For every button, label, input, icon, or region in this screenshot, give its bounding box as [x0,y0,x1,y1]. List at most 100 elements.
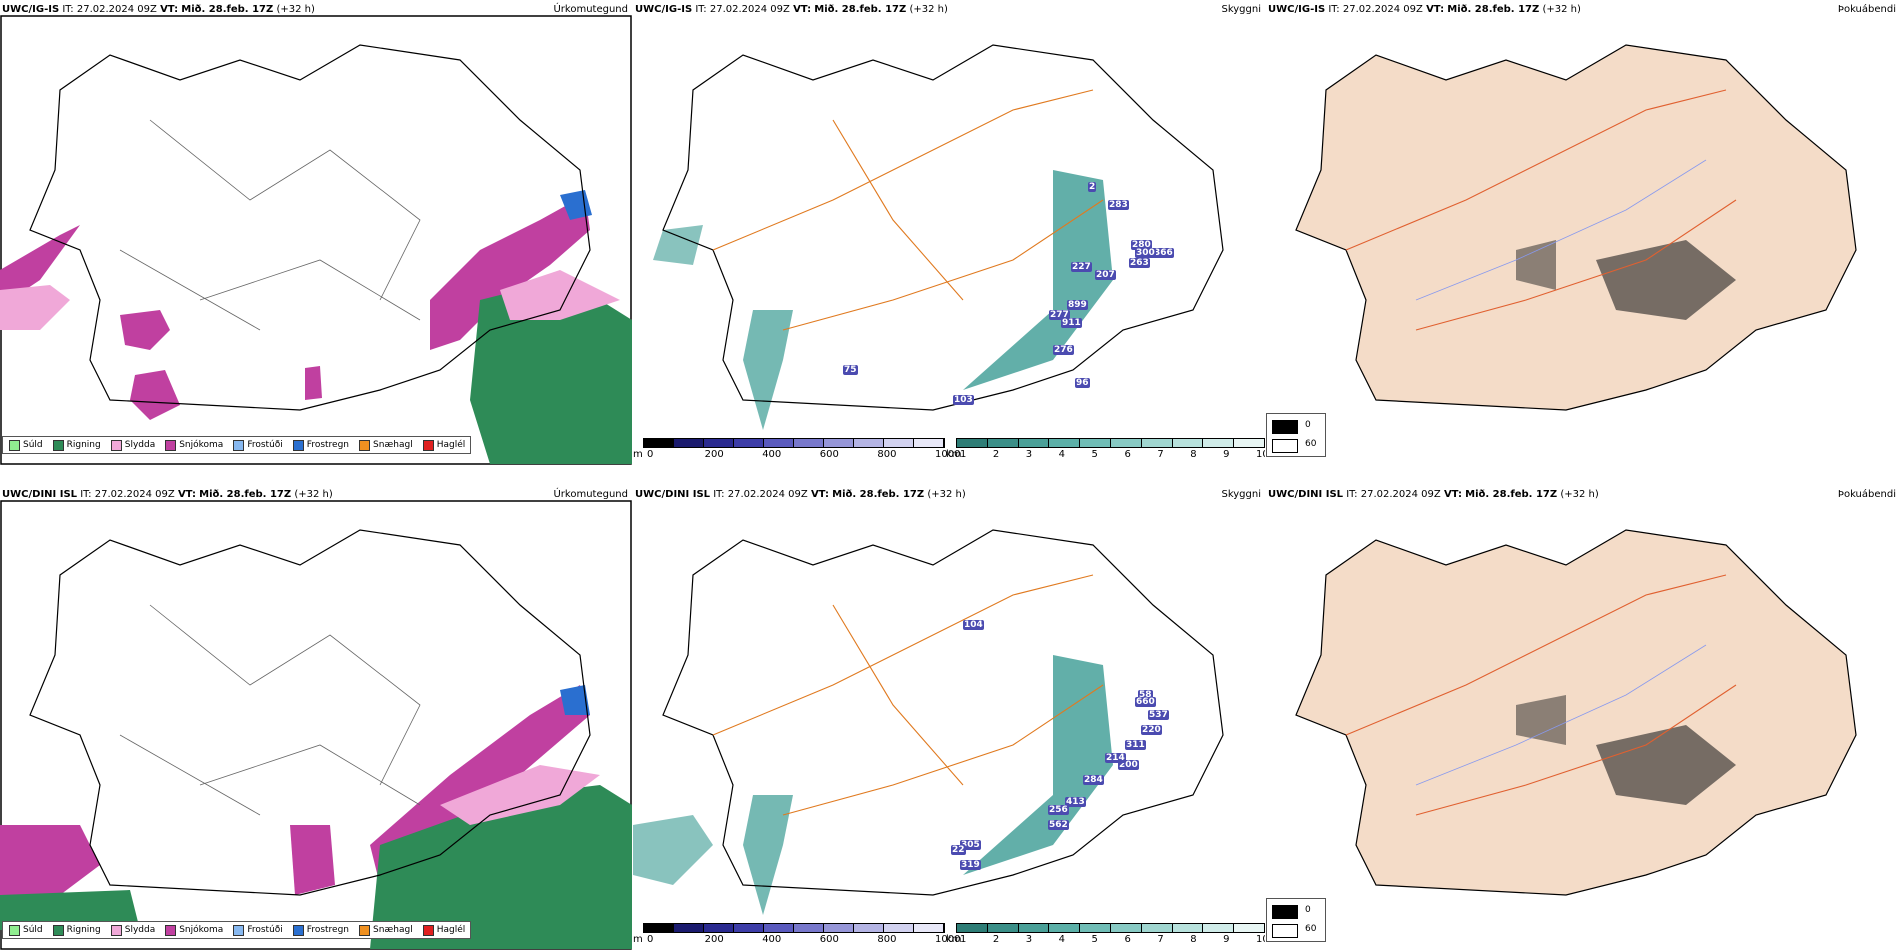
vis-colorbar-m-row2: m 0 200 400 600 800 1000 [633,923,960,949]
vis-value-label: 220 [1141,725,1162,735]
precip-map-row1 [0,15,632,465]
precip-legend-item: Snjókoma [165,439,223,451]
colorbar-tick: 5 [1091,934,1098,945]
precip-legend-item: Súld [9,924,43,936]
colorbar-tick: 5 [1091,449,1098,460]
precip-legend-item: Rigning [52,439,101,451]
vis-value-label: 311 [1125,740,1146,750]
colorbar-tick: 7 [1157,934,1164,945]
vis-value-label: 22 [951,845,966,855]
precip-legend-item: Slydda [110,924,156,936]
colorbar-unit: m [633,449,643,460]
precip-legend-swatch [233,924,245,936]
precip-legend-label: Rigning [66,925,101,935]
precip-title-row1: Úrkomutegund [553,4,628,15]
colorbar-tick: 2 [992,449,1000,460]
vis-value-label: 366 [1153,248,1174,258]
colorbar-tick: 7 [1157,449,1164,460]
precip-legend-item: Slydda [110,439,156,451]
precip-legend-label: Slydda [124,440,156,450]
precip-legend-swatch [9,924,20,936]
precip-legend-swatch [233,439,245,451]
precip-legend-label: Súld [23,440,43,450]
precip-legend-label: Slydda [124,925,156,935]
vis-value-label: 104 [963,620,984,630]
vis-colorbar-km-row1: km1 2 3 4 5 6 7 8 9 10 [946,438,1265,464]
precip-legend-swatch [359,439,371,451]
precip-legend-swatch [359,924,371,936]
colorbar-tick: 6 [1124,449,1131,460]
precip-legend-swatch [9,439,20,451]
vis-panel-row2: UWC/DINI ISL IT: 27.02.2024 09Z VT: Mið.… [633,485,1265,950]
precip-title-row2: Úrkomutegund [553,489,628,500]
colorbar-tick: 200 [704,934,724,945]
header-row2-vis: UWC/DINI ISL IT: 27.02.2024 09Z VT: Mið.… [635,489,966,500]
colorbar-strip [643,923,945,933]
precip-legend-item: Frostúði [233,924,283,936]
precip-legend-item: Frostregn [292,924,350,936]
vis-value-label: 96 [1075,378,1090,388]
header-row2-fog: UWC/DINI ISL IT: 27.02.2024 09Z VT: Mið.… [1268,489,1599,500]
fog-legend-label-0: 0 [1305,905,1311,915]
fog-panel-row1: UWC/IG-IS IT: 27.02.2024 09Z VT: Mið. 28… [1266,0,1900,465]
precip-legend-item: Frostúði [233,439,283,451]
vis-value-label: 227 [1071,262,1092,272]
precip-legend-label: Frostúði [247,925,283,935]
fog-legend-label-60: 60 [1305,924,1317,934]
precip-legend-label: Haglél [436,440,466,450]
colorbar-tick: 0 [647,449,654,460]
colorbar-strip [956,438,1265,448]
fog-legend-label-0: 0 [1305,420,1311,430]
vis-value-label: 280 [1131,240,1152,250]
precip-legend-swatch [110,924,122,936]
vis-value-label: 413 [1065,797,1086,807]
precip-legend-swatch [422,439,434,451]
vis-value-label: 562 [1048,820,1069,830]
vis-value-label: 263 [1129,258,1150,268]
colorbar-tick: 6 [1124,934,1131,945]
vis-value-label: 207 [1095,270,1116,280]
vis-value-label: 537 [1148,710,1169,720]
vis-value-label: 300 [1135,248,1156,258]
colorbar-tick: 800 [877,934,897,945]
vis-value-label: 276 [1053,345,1074,355]
colorbar-tick: 9 [1223,449,1230,460]
vis-value-label: 214 [1105,753,1126,763]
colorbar-unit: m [633,934,643,945]
precip-legend-item: Snæhagl [359,439,413,451]
vis-map-row2 [633,529,1224,915]
fog-title-row2: Þokuábendi [1837,489,1896,500]
fog-legend-swatch-60 [1272,439,1298,453]
precip-legend-swatch [52,924,64,936]
colorbar-tick: 10 [1256,934,1265,945]
colorbar-tick: 1000 [935,934,961,945]
precip-legend-item: Haglél [422,439,466,451]
precip-legend-item: Súld [9,439,43,451]
vis-value-label: 75 [843,365,858,375]
colorbar-tick: 200 [704,449,724,460]
colorbar-tick: 1 [960,934,967,945]
vis-value-label: 283 [1108,200,1129,210]
precip-legend-label: Frostregn [306,925,350,935]
colorbar-unit: km [946,449,962,460]
precip-legend-label: Snæhagl [373,925,413,935]
vis-value-label: 899 [1067,300,1088,310]
precip-legend-label: Haglél [436,925,466,935]
vis-value-label: 660 [1135,697,1156,707]
precip-legend-row2: Súld Rigning Slydda Snjókoma Frostúði Frostre… [2,921,471,939]
vis-colorbar-km-row2: km1 2 3 4 5 6 7 8 9 10 [946,923,1265,949]
vis-panel-row1: UWC/IG-IS IT: 27.02.2024 09Z VT: Mið. 28… [633,0,1265,465]
colorbar-tick: 4 [1058,449,1066,460]
header-row2-precip: UWC/DINI ISL IT: 27.02.2024 09Z VT: Mið.… [2,489,333,500]
colorbar-strip [643,438,945,448]
colorbar-tick: 9 [1223,934,1230,945]
colorbar-tick: 4 [1058,934,1066,945]
precip-legend-swatch [165,924,177,936]
colorbar-tick: 8 [1190,449,1197,460]
vis-map-row1 [653,44,1224,430]
precip-legend-swatch [292,439,304,451]
vis-value-label: 2 [1088,182,1097,192]
precip-panel-row2: UWC/DINI ISL IT: 27.02.2024 09Z VT: Mið.… [0,485,632,950]
header-row1-fog: UWC/IG-IS IT: 27.02.2024 09Z VT: Mið. 28… [1268,4,1581,15]
vis-value-label: 319 [960,860,981,870]
